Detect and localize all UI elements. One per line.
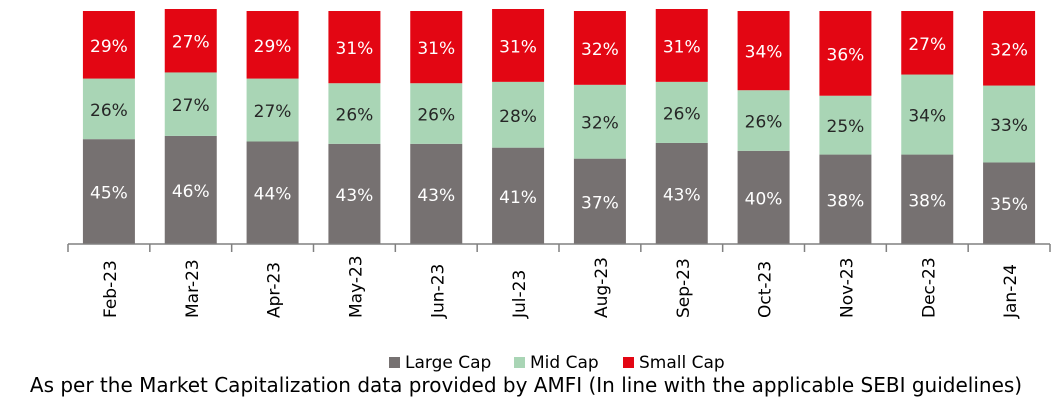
bar-mid-cap-jan-24 [983, 85, 1036, 163]
legend-label-small-cap: Small Cap [639, 353, 725, 373]
bar-mid-cap-apr-23 [246, 78, 299, 142]
x-tick-label-jun-23: Jun-23 [428, 264, 448, 319]
data-label-mid-cap-jun-23: 26% [417, 106, 455, 126]
data-label-large-cap-feb-23: 45% [90, 184, 128, 204]
data-label-small-cap-feb-23: 29% [90, 37, 128, 57]
bar-mid-cap-dec-23 [901, 74, 954, 155]
bar-mid-cap-aug-23 [573, 84, 626, 159]
bars-group: 45% 26% 29% 46% 27% 27% 44% 27% 29% 43% 26% 31% 43% 2… [82, 9, 1036, 244]
bar-small-cap-may-23 [328, 11, 381, 84]
bar-small-cap-oct-23 [737, 11, 790, 91]
bar-small-cap-sep-23 [655, 9, 708, 82]
data-label-large-cap-jul-23: 41% [499, 188, 537, 208]
data-label-small-cap-may-23: 31% [336, 39, 374, 59]
x-axis: Feb-23 Mar-23 Apr-23 May-23 Jun-23 Jul-23 Aug-… [67, 243, 1051, 319]
legend-swatch-large-cap [389, 357, 400, 368]
data-label-mid-cap-dec-23: 34% [908, 107, 946, 127]
x-tick-label-dec-23: Dec-23 [919, 257, 939, 318]
bar-large-cap-dec-23 [901, 154, 954, 244]
bar-small-cap-aug-23 [573, 11, 626, 85]
data-label-small-cap-sep-23: 31% [663, 37, 701, 57]
bar-large-cap-mar-23 [164, 135, 217, 244]
bar-large-cap-jun-23 [410, 143, 463, 244]
x-tick-label-jul-23: Jul-23 [510, 270, 530, 319]
legend: Large Cap Mid Cap Small Cap [389, 353, 725, 373]
bar-large-cap-may-23 [328, 143, 381, 244]
data-label-large-cap-may-23: 43% [336, 186, 374, 206]
bar-large-cap-oct-23 [737, 150, 790, 244]
legend-label-large-cap: Large Cap [405, 353, 491, 373]
bar-mid-cap-jul-23 [492, 81, 545, 148]
data-label-mid-cap-oct-23: 26% [745, 113, 783, 133]
data-label-large-cap-apr-23: 44% [254, 185, 292, 205]
x-tick-label-sep-23: Sep-23 [674, 258, 694, 318]
bar-mid-cap-jun-23 [410, 83, 463, 144]
data-label-small-cap-nov-23: 36% [827, 45, 865, 65]
data-label-mid-cap-may-23: 26% [336, 106, 374, 126]
data-label-mid-cap-jul-23: 28% [499, 107, 537, 127]
bar-large-cap-jul-23 [492, 147, 545, 244]
data-label-small-cap-dec-23: 27% [908, 35, 946, 55]
data-label-mid-cap-apr-23: 27% [254, 102, 292, 122]
x-tick-label-may-23: May-23 [346, 255, 366, 318]
bar-large-cap-sep-23 [655, 142, 708, 244]
data-label-mid-cap-feb-23: 26% [90, 101, 128, 121]
bar-mid-cap-nov-23 [819, 95, 872, 155]
data-label-small-cap-jun-23: 31% [417, 39, 455, 59]
bar-large-cap-aug-23 [573, 158, 626, 244]
data-label-mid-cap-sep-23: 26% [663, 104, 701, 124]
data-label-large-cap-jan-24: 35% [990, 195, 1028, 215]
data-label-small-cap-jul-23: 31% [499, 37, 537, 57]
data-label-mid-cap-nov-23: 25% [827, 117, 865, 137]
data-label-mid-cap-jan-24: 33% [990, 116, 1028, 136]
bar-small-cap-dec-23 [901, 11, 954, 75]
legend-label-mid-cap: Mid Cap [530, 353, 599, 373]
bar-small-cap-feb-23 [82, 11, 135, 79]
legend-swatch-mid-cap [514, 357, 525, 368]
x-tick-label-mar-23: Mar-23 [183, 259, 203, 318]
bar-small-cap-jun-23 [410, 11, 463, 84]
data-label-small-cap-aug-23: 32% [581, 40, 619, 60]
bar-mid-cap-feb-23 [82, 78, 135, 140]
x-tick-label-jan-24: Jan-24 [1001, 264, 1021, 319]
data-label-large-cap-mar-23: 46% [172, 182, 210, 202]
data-label-large-cap-nov-23: 38% [827, 191, 865, 211]
bar-large-cap-feb-23 [82, 139, 135, 244]
bar-small-cap-jul-23 [492, 9, 545, 82]
data-label-mid-cap-mar-23: 27% [172, 96, 210, 116]
footnote: As per the Market Capitalization data pr… [29, 373, 1023, 397]
bar-large-cap-jan-24 [983, 162, 1036, 244]
data-label-large-cap-aug-23: 37% [581, 193, 619, 213]
bar-mid-cap-may-23 [328, 83, 381, 144]
bar-mid-cap-mar-23 [164, 72, 217, 136]
data-label-small-cap-apr-23: 29% [254, 37, 292, 57]
data-label-small-cap-jan-24: 32% [990, 40, 1028, 60]
bar-mid-cap-oct-23 [737, 90, 790, 151]
x-tick-label-apr-23: Apr-23 [265, 262, 285, 318]
data-label-large-cap-dec-23: 38% [908, 191, 946, 211]
x-tick-label-nov-23: Nov-23 [837, 258, 857, 319]
x-tick-label-feb-23: Feb-23 [101, 260, 121, 318]
bar-small-cap-mar-23 [164, 9, 217, 73]
x-tick-label-aug-23: Aug-23 [592, 257, 612, 318]
data-label-small-cap-mar-23: 27% [172, 33, 210, 53]
legend-swatch-small-cap [623, 357, 634, 368]
data-label-small-cap-oct-23: 34% [745, 43, 783, 63]
bar-small-cap-jan-24 [983, 11, 1036, 86]
bar-mid-cap-sep-23 [655, 81, 708, 143]
data-label-large-cap-jun-23: 43% [417, 186, 455, 206]
data-label-large-cap-sep-23: 43% [663, 185, 701, 205]
bar-large-cap-nov-23 [819, 154, 872, 244]
data-label-mid-cap-aug-23: 32% [581, 114, 619, 134]
bar-small-cap-nov-23 [819, 11, 872, 96]
bar-large-cap-apr-23 [246, 141, 299, 244]
data-label-large-cap-oct-23: 40% [745, 189, 783, 209]
x-tick-label-oct-23: Oct-23 [756, 261, 776, 318]
bar-small-cap-apr-23 [246, 11, 299, 79]
